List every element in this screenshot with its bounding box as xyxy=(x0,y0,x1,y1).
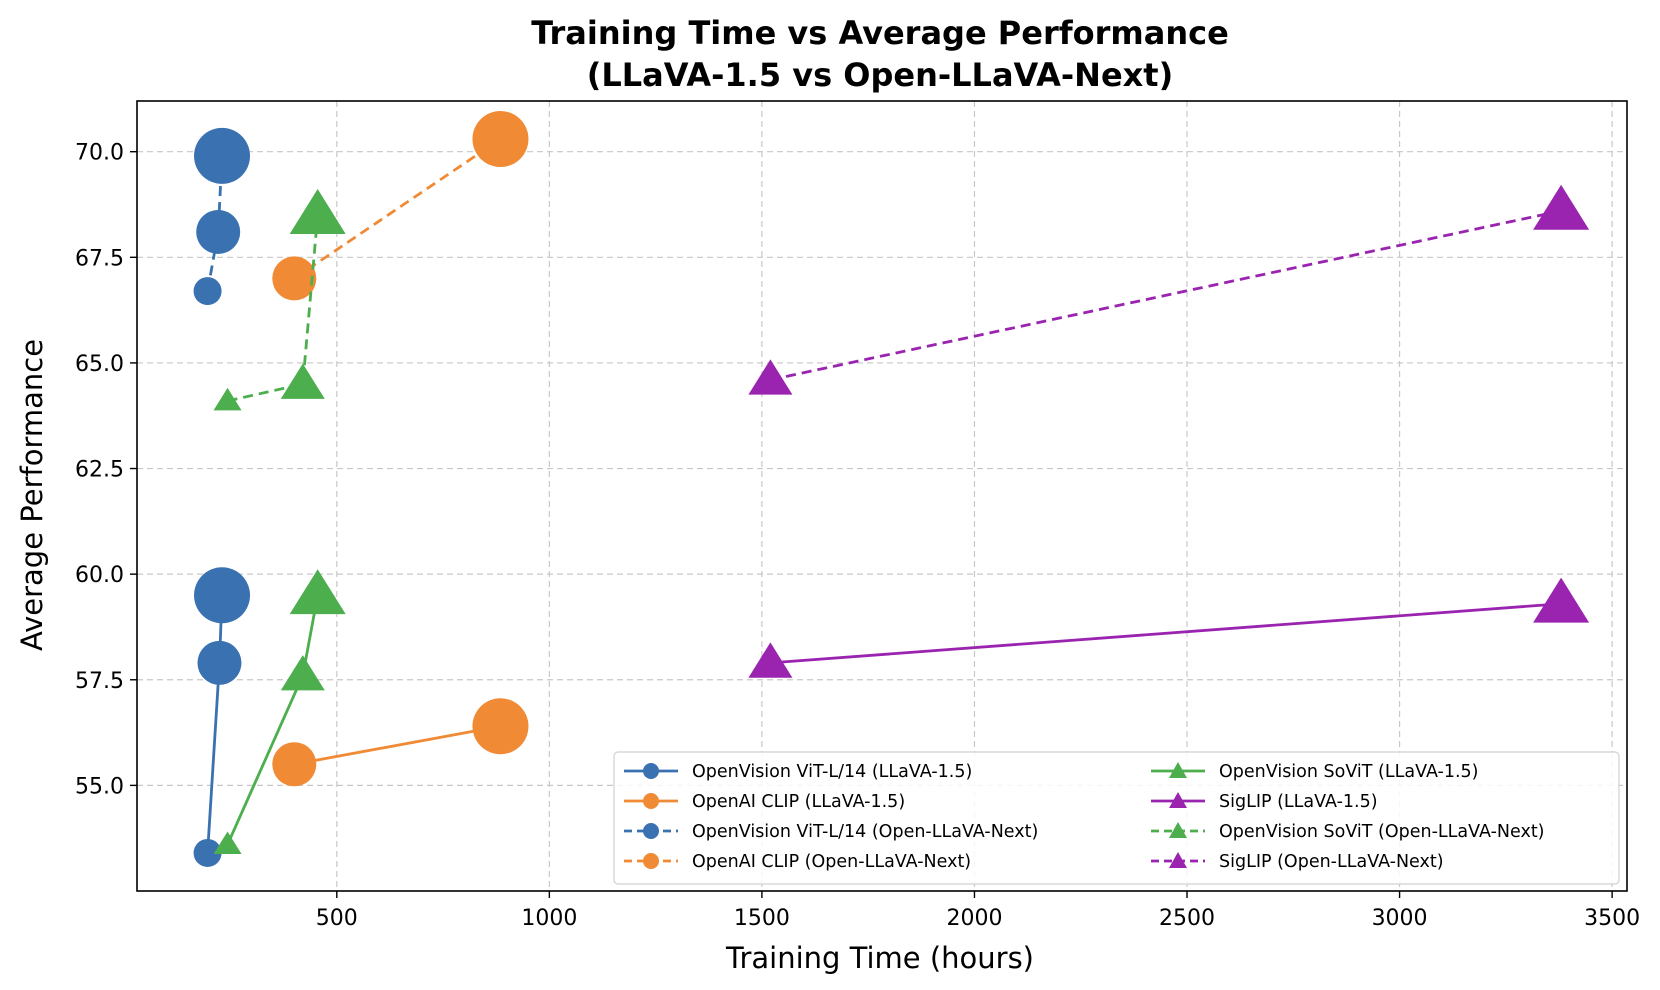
data-point xyxy=(194,127,251,184)
series xyxy=(213,189,346,411)
legend-marker xyxy=(643,853,659,869)
series-line xyxy=(206,155,224,292)
data-point xyxy=(289,189,346,234)
series-line xyxy=(294,724,501,766)
data-point xyxy=(748,642,793,678)
data-point xyxy=(748,359,793,395)
legend-marker xyxy=(1169,852,1187,868)
data-point xyxy=(193,277,222,306)
legend-marker xyxy=(1169,822,1187,838)
data-point xyxy=(194,567,251,624)
legend-marker xyxy=(643,763,659,779)
data-point xyxy=(280,363,325,399)
data-point xyxy=(1533,184,1590,230)
x-axis-label: Training Time (hours) xyxy=(725,941,1034,975)
x-tick-label: 1500 xyxy=(734,906,790,931)
y-tick-label: 70.0 xyxy=(75,141,124,166)
data-point xyxy=(472,698,529,755)
data-point xyxy=(1533,577,1590,623)
legend-marker xyxy=(643,823,659,839)
x-tick-label: 3000 xyxy=(1372,906,1428,931)
legend-label: OpenVision SoViT (LLaVA-1.5) xyxy=(1219,762,1479,782)
data-point xyxy=(272,256,317,301)
chart-title: Training Time vs Average Performance xyxy=(531,14,1229,52)
plot-series xyxy=(193,111,1590,867)
y-tick-label: 65.0 xyxy=(75,352,124,377)
data-point xyxy=(193,838,222,867)
series xyxy=(193,127,251,306)
data-point xyxy=(197,640,242,685)
x-tick-label: 3500 xyxy=(1584,906,1640,931)
chart-subtitle: (LLaVA-1.5 vs Open-LLaVA-Next) xyxy=(587,56,1173,94)
data-point xyxy=(472,111,529,168)
series xyxy=(272,698,529,787)
y-tick-label: 60.0 xyxy=(75,563,124,588)
legend-marker xyxy=(643,793,659,809)
y-tick-label: 57.5 xyxy=(75,669,124,694)
legend: OpenVision ViT-L/14 (LLaVA-1.5) OpenAI CL… xyxy=(613,751,1620,885)
data-point xyxy=(280,655,325,691)
y-tick-label: 55.0 xyxy=(75,774,124,799)
y-axis-label: Average Performance xyxy=(15,339,49,651)
series xyxy=(748,184,1590,395)
series-line xyxy=(770,209,1562,382)
legend-box xyxy=(613,751,1620,885)
data-point xyxy=(213,387,242,411)
x-tick-label: 1000 xyxy=(521,906,577,931)
x-tick-label: 500 xyxy=(316,906,358,931)
x-tick-label: 2500 xyxy=(1159,906,1215,931)
y-tick-label: 67.5 xyxy=(75,246,124,271)
legend-label: OpenVision ViT-L/14 (Open-LLaVA-Next) xyxy=(692,822,1038,842)
data-point xyxy=(272,742,317,787)
series xyxy=(213,569,346,854)
y-tick-label: 62.5 xyxy=(75,458,124,483)
legend-label: OpenVision ViT-L/14 (LLaVA-1.5) xyxy=(692,762,972,782)
legend-label: SigLIP (LLaVA-1.5) xyxy=(1219,792,1378,812)
series xyxy=(272,111,529,301)
data-point xyxy=(196,209,241,254)
data-point xyxy=(289,569,346,615)
legend-label: OpenAI CLIP (Open-LLaVA-Next) xyxy=(692,852,971,872)
plot-frame xyxy=(136,100,1628,892)
legend-label: OpenAI CLIP (LLaVA-1.5) xyxy=(692,792,905,812)
series-line xyxy=(206,595,224,854)
legend-marker xyxy=(1169,792,1187,808)
series xyxy=(193,567,251,867)
legend-marker xyxy=(1169,762,1187,778)
series xyxy=(748,577,1590,678)
data-point xyxy=(213,831,242,854)
series-line xyxy=(293,137,502,280)
series-line xyxy=(770,602,1562,665)
series-line xyxy=(226,595,320,846)
series-line xyxy=(227,214,320,403)
x-tick-label: 2000 xyxy=(946,906,1002,931)
legend-label: OpenVision SoViT (Open-LLaVA-Next) xyxy=(1219,822,1545,842)
axis-ticks: 500 1000 1500 2000 2500 3000 3500 55.0 57.5 60.0 6… xyxy=(75,141,1640,931)
legend-label: SigLIP (Open-LLaVA-Next) xyxy=(1219,852,1444,872)
